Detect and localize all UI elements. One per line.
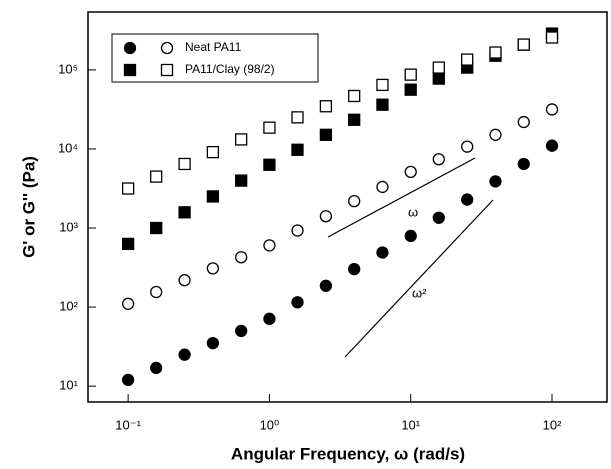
- marker: [206, 262, 220, 275]
- marker: [291, 224, 304, 237]
- marker: [150, 361, 163, 375]
- y-tick-label: 10²: [59, 299, 78, 314]
- y-tick-label: 10³: [59, 219, 78, 234]
- marker: [121, 297, 135, 310]
- marker: [178, 206, 191, 219]
- annotation: ω²: [412, 285, 427, 300]
- y-tick-label: 10⁴: [58, 140, 78, 155]
- plot-frame: [87, 11, 608, 403]
- marker: [235, 324, 248, 338]
- marker: [404, 83, 417, 96]
- marker: [291, 143, 304, 156]
- marker: [517, 157, 530, 171]
- marker: [461, 140, 474, 153]
- marker: [160, 41, 174, 55]
- marker: [376, 246, 389, 259]
- marker: [545, 103, 559, 116]
- marker: [319, 128, 333, 141]
- marker: [489, 128, 502, 141]
- marker: [235, 251, 248, 264]
- marker: [160, 63, 174, 77]
- marker: [404, 229, 417, 243]
- x-axis-label: Angular Frequency, ω (rad/s): [231, 444, 465, 463]
- marker: [489, 46, 502, 59]
- marker: [319, 279, 333, 292]
- marker: [432, 211, 445, 224]
- marker: [404, 68, 417, 81]
- marker: [178, 348, 191, 361]
- marker: [545, 31, 559, 44]
- marker: [263, 158, 276, 171]
- marker: [206, 336, 220, 350]
- marker: [517, 115, 530, 129]
- marker: [404, 165, 417, 179]
- marker: [461, 193, 474, 206]
- y-tick-label: 10¹: [59, 378, 78, 393]
- marker: [319, 100, 333, 113]
- marker: [461, 53, 474, 66]
- marker: [376, 98, 389, 111]
- legend-label: Neat PA11: [185, 40, 242, 54]
- marker: [150, 285, 163, 299]
- marker: [123, 63, 137, 77]
- marker: [348, 89, 361, 103]
- marker: [263, 239, 276, 252]
- marker: [291, 111, 304, 124]
- marker: [150, 170, 163, 183]
- annotation: ω: [408, 204, 418, 219]
- x-tick-label: 10¹: [401, 417, 420, 432]
- marker: [235, 133, 248, 146]
- marker: [206, 145, 220, 159]
- marker: [291, 296, 304, 309]
- marker: [545, 139, 559, 152]
- marker: [348, 262, 361, 276]
- y-tick-label: 10⁵: [58, 61, 78, 76]
- marker: [432, 61, 445, 74]
- marker: [121, 182, 135, 195]
- marker: [432, 153, 445, 166]
- marker: [263, 312, 276, 325]
- marker: [319, 210, 333, 223]
- x-tick-label: 10⁰: [260, 417, 280, 432]
- marker: [432, 72, 445, 85]
- marker: [348, 113, 361, 126]
- marker: [376, 180, 389, 194]
- marker: [123, 41, 137, 55]
- marker: [263, 121, 276, 134]
- marker: [206, 190, 220, 203]
- y-axis-label: G' or G'' (Pa): [19, 156, 38, 258]
- marker: [121, 237, 135, 251]
- marker: [348, 194, 361, 208]
- x-tick-label: 10²: [543, 417, 562, 432]
- legend-label: PA11/Clay (98/2): [185, 62, 275, 76]
- slope-line: [344, 199, 494, 358]
- slope-line: [327, 157, 476, 238]
- legend-box: [111, 33, 319, 83]
- x-tick-label: 10⁻¹: [115, 417, 141, 432]
- marker: [178, 157, 191, 171]
- marker: [489, 175, 502, 188]
- marker: [178, 274, 191, 287]
- marker: [376, 78, 389, 92]
- marker: [150, 221, 163, 235]
- marker: [517, 38, 530, 51]
- marker: [121, 373, 135, 387]
- marker: [235, 174, 248, 187]
